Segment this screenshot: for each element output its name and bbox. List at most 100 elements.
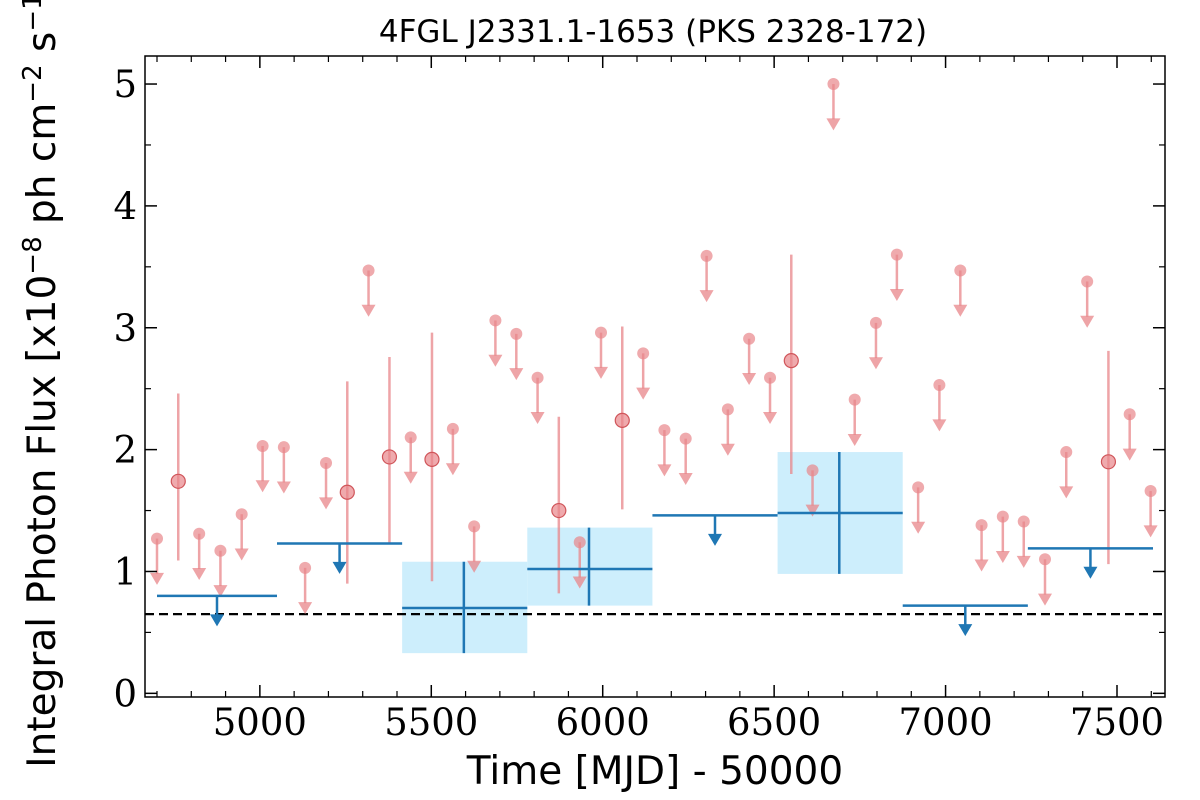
fine-bin-limit-arrow bbox=[889, 288, 904, 301]
fine-bin-limit-arrow bbox=[699, 290, 714, 303]
y-tick-label: 0 bbox=[113, 672, 137, 715]
coarse-bin-limit-arrow bbox=[1083, 566, 1098, 579]
fine-bin-limit-marker bbox=[468, 520, 481, 533]
y-axis-label: Integral Photon Flux [x10−8 ph cm−2 s−1] bbox=[18, 0, 65, 768]
fine-bin-limit-arrow bbox=[361, 304, 376, 317]
fine-bin-limit-marker bbox=[235, 508, 248, 521]
fine-bin-limit-marker bbox=[700, 249, 713, 262]
fine-bin-limit-marker bbox=[573, 536, 586, 549]
fine-bin-limit-marker bbox=[404, 431, 417, 444]
fine-bin-limit-marker bbox=[869, 316, 882, 329]
fine-bin-limit-arrow bbox=[213, 585, 228, 598]
y-tick-label: 4 bbox=[113, 185, 137, 228]
fine-bin-limit-marker bbox=[531, 371, 544, 384]
fine-bin-limit-marker bbox=[827, 78, 840, 91]
fine-bin-point bbox=[339, 484, 355, 500]
fine-bin-limit-arrow bbox=[678, 472, 693, 485]
fine-bin-limit-arrow bbox=[192, 568, 207, 581]
fine-bin-point bbox=[783, 353, 799, 369]
fine-bin-limit-arrow bbox=[1038, 593, 1052, 606]
x-tick-label: 6000 bbox=[556, 701, 650, 744]
fine-bin-limit-arrow bbox=[1080, 315, 1095, 328]
y-tick-label: 3 bbox=[113, 307, 137, 350]
plot-frame bbox=[144, 55, 1166, 698]
fine-bin-point bbox=[551, 502, 567, 519]
fine-bin-limit-marker bbox=[658, 424, 671, 437]
x-tick-label: 5500 bbox=[384, 701, 478, 744]
fine-bin-limit-arrow bbox=[1059, 486, 1074, 499]
fine-bin-limit-marker bbox=[975, 519, 988, 532]
fine-bin-limit-arrow bbox=[805, 504, 820, 517]
fine-bin-limit-arrow bbox=[1143, 525, 1158, 538]
fine-bin-limit-arrow bbox=[720, 443, 735, 456]
chart-title: 4FGL J2331.1-1653 (PKS 2328-172) bbox=[379, 14, 927, 50]
fine-bin-limit-arrow bbox=[319, 497, 334, 510]
fine-bin-point bbox=[381, 449, 398, 465]
y-tick-label: 1 bbox=[113, 550, 137, 593]
fine-bin-limit-arrow bbox=[1016, 555, 1031, 568]
fine-bin-limit-marker bbox=[1039, 553, 1051, 566]
fine-bin-limit-arrow bbox=[868, 357, 883, 370]
fine-bin-limit-marker bbox=[362, 264, 375, 277]
fine-bin-point bbox=[1100, 454, 1117, 470]
fine-bin-limit-arrow bbox=[847, 433, 862, 446]
fine-bin-limit-arrow bbox=[488, 354, 503, 367]
coarse-bin-limit-arrow bbox=[210, 614, 224, 627]
fine-bin-limit-marker bbox=[1060, 446, 1073, 459]
fine-bin-limit-arrow bbox=[150, 572, 164, 585]
fine-bin-limit-arrow bbox=[657, 464, 672, 477]
fine-bin-limit-marker bbox=[912, 481, 925, 494]
fine-bin-limit-marker bbox=[848, 393, 861, 406]
fine-bin-limit-arrow bbox=[467, 560, 482, 573]
x-axis-label: Time [MJD] - 50000 bbox=[466, 749, 843, 794]
fine-bin-limit-arrow bbox=[234, 548, 249, 561]
fine-bin-limit-marker bbox=[489, 314, 502, 327]
fine-bin-limit-arrow bbox=[974, 559, 989, 572]
y-tick-label: 5 bbox=[113, 63, 137, 106]
fine-bin-limit-arrow bbox=[594, 366, 608, 379]
fine-bin-limit-marker bbox=[1017, 515, 1030, 528]
coarse-bin-limit-arrow bbox=[958, 624, 973, 637]
coarse-bin-limit-arrow bbox=[708, 533, 722, 546]
fine-bin-limit-marker bbox=[446, 422, 459, 435]
fine-bin-limit-arrow bbox=[636, 387, 651, 400]
x-tick-label: 7000 bbox=[898, 701, 992, 744]
fine-bin-limit-marker bbox=[890, 248, 903, 261]
fine-bin-limit-marker bbox=[996, 510, 1009, 523]
fine-bin-limit-marker bbox=[1123, 408, 1136, 421]
fine-bin-limit-arrow bbox=[255, 480, 270, 493]
fine-bin-limit-marker bbox=[933, 379, 946, 392]
x-tick-label: 6500 bbox=[727, 701, 821, 744]
fine-bin-point bbox=[424, 451, 440, 467]
fine-bin-limit-arrow bbox=[298, 602, 313, 615]
fine-bin-limit-marker bbox=[764, 371, 777, 384]
fine-bin-limit-marker bbox=[256, 439, 269, 452]
fine-bin-limit-arrow bbox=[403, 471, 418, 484]
fine-bin-limit-marker bbox=[1144, 485, 1157, 498]
x-tick-label: 5000 bbox=[213, 701, 307, 744]
fine-bin-limit-marker bbox=[510, 327, 523, 340]
fine-bin-limit-arrow bbox=[742, 373, 757, 386]
fine-bin-limit-arrow bbox=[911, 521, 926, 534]
fine-bin-limit-arrow bbox=[826, 118, 841, 131]
fine-bin-limit-arrow bbox=[276, 481, 291, 494]
fine-bin-limit-marker bbox=[679, 432, 692, 445]
fine-bin-limit-marker bbox=[320, 457, 333, 470]
fine-bin-limit-arrow bbox=[1122, 448, 1137, 461]
fine-bin-limit-marker bbox=[1081, 275, 1094, 288]
fine-bin-limit-marker bbox=[721, 403, 734, 416]
fine-bin-limit-marker bbox=[637, 347, 650, 360]
fine-bin-limit-marker bbox=[743, 332, 756, 345]
fine-bin-limit-marker bbox=[193, 527, 206, 540]
fine-bin-limit-arrow bbox=[995, 550, 1010, 563]
fine-bin-limit-arrow bbox=[572, 576, 587, 589]
fine-bin-limit-marker bbox=[299, 561, 312, 574]
fine-bin-limit-marker bbox=[954, 264, 967, 277]
fine-bin-limit-arrow bbox=[530, 412, 545, 425]
plot-area bbox=[145, 78, 1165, 654]
fine-bin-limit-marker bbox=[806, 464, 819, 477]
fine-bin-point bbox=[170, 473, 186, 489]
fine-bin-point bbox=[614, 412, 630, 428]
axes: 5000 5500 6000 6500 7000 7500 0 1 2 3 4 5 bbox=[113, 55, 1166, 744]
